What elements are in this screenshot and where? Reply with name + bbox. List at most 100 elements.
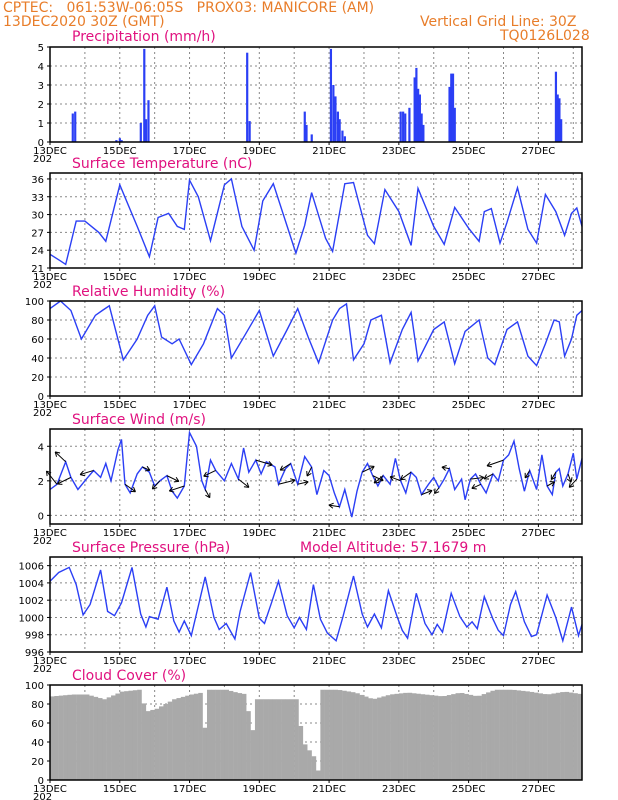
cloud-bar bbox=[346, 691, 352, 780]
x-tick-label: 15DEC bbox=[103, 146, 137, 157]
cloud-bar bbox=[377, 697, 382, 780]
x-tick-label: 27DEC bbox=[522, 784, 556, 795]
wind-vector bbox=[546, 481, 555, 487]
x-tick-label: 13DEC bbox=[33, 400, 67, 411]
cloud-bar bbox=[206, 689, 212, 780]
precip-bar bbox=[450, 73, 453, 142]
cloud-bar bbox=[368, 698, 373, 780]
cloud-bar bbox=[320, 689, 325, 780]
precip-bar bbox=[74, 111, 77, 142]
x-tick-label: 19DEC bbox=[242, 656, 276, 667]
y-tick-label: 4 bbox=[38, 442, 44, 453]
cloud-bar bbox=[215, 689, 221, 780]
wind-arrowhead bbox=[389, 475, 396, 481]
y-tick-label: 1 bbox=[38, 119, 44, 130]
y-tick-label: 100 bbox=[25, 297, 44, 308]
wind-arrowhead bbox=[144, 465, 151, 472]
x-tick-label: 17DEC bbox=[173, 400, 207, 411]
wind-arrowhead bbox=[205, 492, 211, 499]
x-tick-label: 17DEC bbox=[173, 656, 207, 667]
x-year-label: 202 bbox=[33, 664, 52, 675]
cloud-bar bbox=[189, 694, 195, 780]
precip-bar bbox=[417, 88, 420, 142]
y-tick-label: 27 bbox=[31, 228, 44, 239]
precip-bar bbox=[334, 96, 337, 142]
precip-bar bbox=[305, 124, 308, 142]
panel-title: Surface Pressure (hPa) bbox=[72, 540, 230, 556]
precip-bar bbox=[420, 113, 423, 142]
cloud-bar bbox=[111, 695, 116, 780]
x-tick-label: 27DEC bbox=[522, 656, 556, 667]
precip-bar bbox=[451, 73, 455, 142]
cloud-bar bbox=[333, 689, 339, 780]
cloud-bar bbox=[167, 701, 173, 780]
cloud-bar bbox=[228, 690, 234, 780]
cloud-bar bbox=[185, 695, 190, 780]
cloud-bar bbox=[342, 690, 347, 780]
precip-bar bbox=[120, 140, 123, 142]
wind-arrowhead bbox=[168, 486, 175, 493]
cloud-bar bbox=[516, 690, 522, 780]
panel-title: Surface Wind (m/s) bbox=[72, 412, 206, 428]
wind-vector bbox=[372, 475, 384, 482]
y-tick-label: 1000 bbox=[19, 613, 44, 624]
precip-bar bbox=[560, 119, 563, 142]
wind-arrowhead bbox=[57, 479, 63, 485]
series-line bbox=[49, 430, 583, 518]
wind-vector bbox=[54, 451, 67, 463]
y-tick-label: 2 bbox=[38, 100, 44, 111]
cloud-bar bbox=[71, 694, 77, 780]
x-tick-label: 25DEC bbox=[452, 656, 486, 667]
cloud-bar bbox=[499, 689, 504, 780]
precip-bar bbox=[448, 86, 451, 142]
cloud-bar bbox=[512, 689, 517, 780]
wind-arrowhead bbox=[267, 461, 273, 467]
cloud-bar bbox=[276, 699, 282, 780]
x-tick-label: 21DEC bbox=[312, 400, 346, 411]
cloud-bar bbox=[76, 694, 81, 780]
cloud-bar bbox=[254, 699, 260, 780]
cloud-bar bbox=[163, 704, 168, 780]
y-tick-label: 60 bbox=[31, 335, 44, 346]
precip-bar bbox=[408, 107, 411, 142]
cloud-bar bbox=[385, 695, 391, 780]
precip-bar bbox=[332, 85, 335, 142]
cloud-bar bbox=[132, 690, 138, 780]
wind-vector bbox=[166, 475, 180, 482]
y-tick-label: 2 bbox=[38, 477, 44, 488]
x-tick-label: 27DEC bbox=[522, 146, 556, 157]
cloud-bar bbox=[394, 693, 400, 780]
cloud-bar bbox=[54, 696, 59, 780]
panel-frame bbox=[49, 46, 583, 143]
cloud-bar bbox=[538, 693, 543, 780]
precip-bar bbox=[248, 121, 251, 142]
wind-arrowhead bbox=[243, 482, 250, 488]
precip-bar bbox=[303, 111, 306, 142]
x-year-label: 202 bbox=[33, 280, 52, 291]
x-tick-label: 13DEC bbox=[33, 656, 67, 667]
series-line bbox=[49, 566, 583, 644]
cloud-bar bbox=[411, 693, 417, 780]
cloud-bar bbox=[442, 696, 448, 780]
cloud-bar bbox=[363, 696, 369, 780]
precip-bar bbox=[343, 136, 346, 142]
cloud-bar bbox=[486, 692, 491, 780]
cloud-bar bbox=[281, 699, 286, 780]
header-date: 13DEC2020 30Z (GMT) bbox=[3, 14, 165, 30]
cloud-bar bbox=[494, 689, 500, 780]
x-tick-label: 25DEC bbox=[452, 400, 486, 411]
x-tick-label: 21DEC bbox=[312, 656, 346, 667]
cloud-bar bbox=[172, 699, 177, 780]
wind-vector bbox=[306, 466, 313, 477]
precip-bar bbox=[418, 94, 421, 142]
y-tick-label: 80 bbox=[31, 316, 44, 327]
y-tick-label: 3 bbox=[38, 81, 44, 92]
wind-arrowhead bbox=[203, 471, 209, 478]
cloud-bar bbox=[141, 703, 147, 780]
cloud-bar bbox=[97, 698, 103, 780]
precip-bar bbox=[118, 138, 121, 142]
cloud-bar bbox=[285, 699, 291, 780]
wind-arrowhead bbox=[479, 474, 485, 481]
cloud-bar bbox=[289, 699, 295, 780]
cloud-bar bbox=[294, 699, 299, 780]
